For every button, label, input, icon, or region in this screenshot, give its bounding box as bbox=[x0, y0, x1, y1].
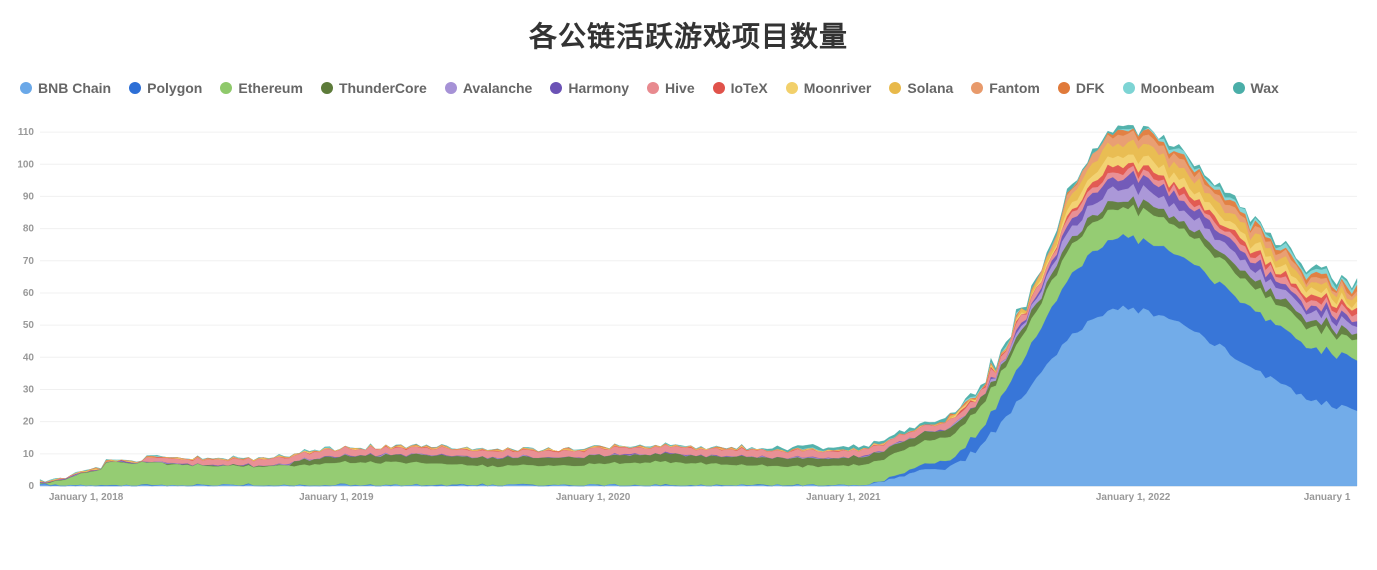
svg-text:60: 60 bbox=[23, 288, 35, 299]
svg-text:January 1: January 1 bbox=[1304, 492, 1351, 503]
legend-item-polygon[interactable]: Polygon bbox=[129, 80, 202, 96]
legend-dot-icon bbox=[713, 82, 725, 94]
svg-text:0: 0 bbox=[28, 481, 34, 492]
legend-item-moonriver[interactable]: Moonriver bbox=[786, 80, 872, 96]
legend-item-fantom[interactable]: Fantom bbox=[971, 80, 1040, 96]
svg-text:50: 50 bbox=[23, 320, 35, 331]
svg-text:30: 30 bbox=[23, 384, 35, 395]
legend-item-harmony[interactable]: Harmony bbox=[550, 80, 629, 96]
legend-label: Harmony bbox=[568, 80, 629, 96]
legend-label: Hive bbox=[665, 80, 695, 96]
svg-text:January 1, 2022: January 1, 2022 bbox=[1096, 492, 1171, 503]
chart-area: 0 10 20 30 40 50 60 70 80 90 100 110 January 1, 2018… bbox=[15, 111, 1362, 511]
svg-text:January 1, 2019: January 1, 2019 bbox=[299, 492, 374, 503]
legend-label: Polygon bbox=[147, 80, 202, 96]
legend-dot-icon bbox=[20, 82, 32, 94]
legend-item-dfk[interactable]: DFK bbox=[1058, 80, 1105, 96]
legend-dot-icon bbox=[1123, 82, 1135, 94]
legend-item-bnb-chain[interactable]: BNB Chain bbox=[20, 80, 111, 96]
legend-dot-icon bbox=[889, 82, 901, 94]
svg-text:January 1, 2021: January 1, 2021 bbox=[806, 492, 881, 503]
legend-label: Moonriver bbox=[804, 80, 872, 96]
legend-label: Wax bbox=[1251, 80, 1279, 96]
legend-dot-icon bbox=[550, 82, 562, 94]
svg-text:110: 110 bbox=[18, 127, 35, 138]
legend-dot-icon bbox=[321, 82, 333, 94]
legend-item-solana[interactable]: Solana bbox=[889, 80, 953, 96]
svg-text:10: 10 bbox=[23, 449, 35, 460]
legend-dot-icon bbox=[129, 82, 141, 94]
legend-label: Moonbeam bbox=[1141, 80, 1215, 96]
svg-text:100: 100 bbox=[17, 159, 34, 170]
svg-text:January 1, 2020: January 1, 2020 bbox=[556, 492, 631, 503]
legend-item-moonbeam[interactable]: Moonbeam bbox=[1123, 80, 1215, 96]
legend-label: IoTeX bbox=[731, 80, 768, 96]
legend-dot-icon bbox=[445, 82, 457, 94]
svg-text:January 1, 2018: January 1, 2018 bbox=[49, 492, 124, 503]
chart-title: 各公链活跃游戏项目数量 bbox=[15, 15, 1362, 55]
legend-dot-icon bbox=[971, 82, 983, 94]
legend-dot-icon bbox=[1233, 82, 1245, 94]
legend-item-hive[interactable]: Hive bbox=[647, 80, 695, 96]
legend-item-wax[interactable]: Wax bbox=[1233, 80, 1279, 96]
legend-label: BNB Chain bbox=[38, 80, 111, 96]
legend-dot-icon bbox=[647, 82, 659, 94]
stacked-area-chart: 0 10 20 30 40 50 60 70 80 90 100 110 January 1, 2018… bbox=[15, 111, 1362, 511]
legend-item-iotex[interactable]: IoTeX bbox=[713, 80, 768, 96]
legend-item-avalanche[interactable]: Avalanche bbox=[445, 80, 533, 96]
legend-label: ThunderCore bbox=[339, 80, 427, 96]
legend-label: Solana bbox=[907, 80, 953, 96]
legend-item-thundercore[interactable]: ThunderCore bbox=[321, 80, 427, 96]
svg-text:90: 90 bbox=[23, 191, 35, 202]
legend: BNB Chain Polygon Ethereum ThunderCore Avala… bbox=[15, 80, 1362, 111]
legend-label: DFK bbox=[1076, 80, 1105, 96]
svg-text:80: 80 bbox=[23, 224, 35, 235]
svg-text:20: 20 bbox=[23, 417, 35, 428]
svg-text:70: 70 bbox=[23, 256, 35, 267]
legend-item-ethereum[interactable]: Ethereum bbox=[220, 80, 303, 96]
svg-text:40: 40 bbox=[23, 352, 35, 363]
legend-dot-icon bbox=[220, 82, 232, 94]
legend-dot-icon bbox=[1058, 82, 1070, 94]
legend-label: Fantom bbox=[989, 80, 1040, 96]
legend-label: Ethereum bbox=[238, 80, 303, 96]
legend-dot-icon bbox=[786, 82, 798, 94]
legend-label: Avalanche bbox=[463, 80, 533, 96]
